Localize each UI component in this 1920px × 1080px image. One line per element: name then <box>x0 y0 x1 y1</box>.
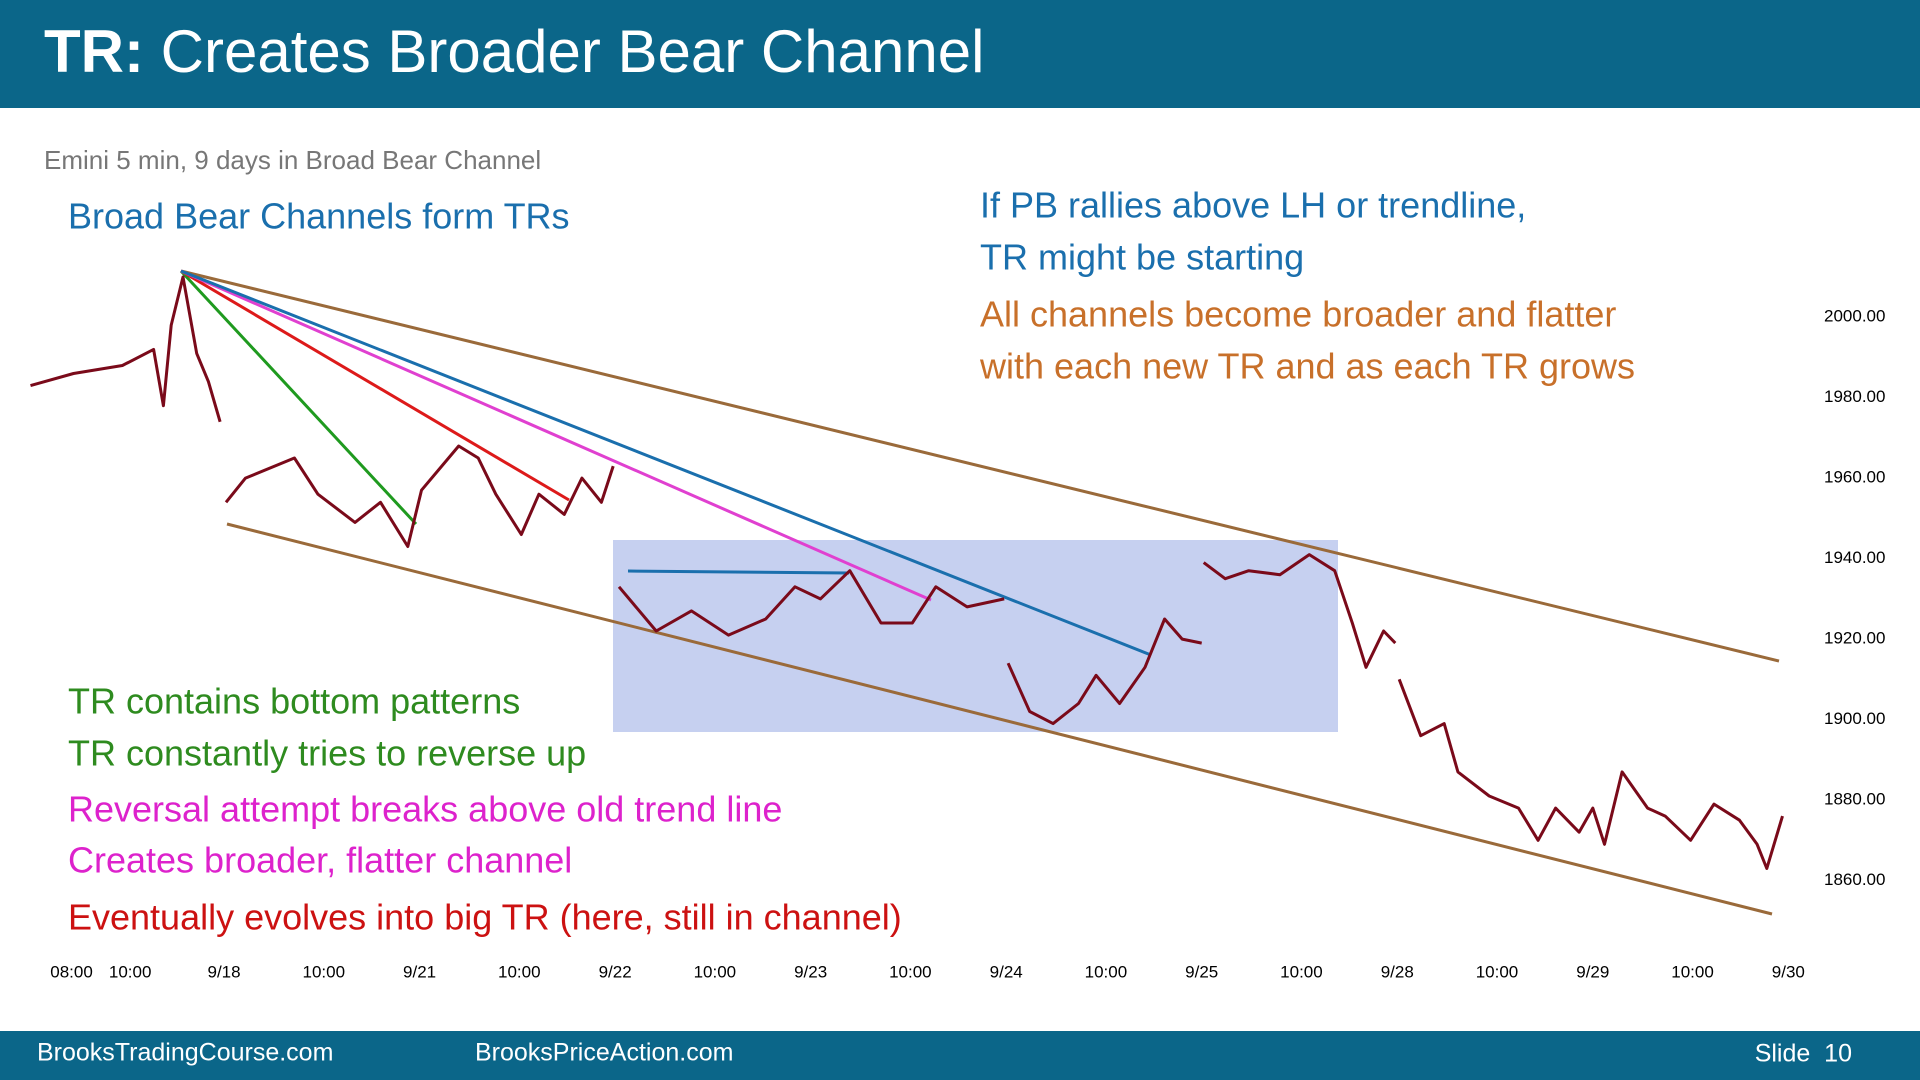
x-tick-label: 10:00 <box>889 962 932 981</box>
chart-subtitle: Emini 5 min, 9 days in Broad Bear Channe… <box>44 145 541 175</box>
x-tick-label: 10:00 <box>1476 962 1519 981</box>
x-tick-label: 10:00 <box>1671 962 1714 981</box>
trading-range-box <box>613 540 1338 732</box>
y-tick-label: 1920.00 <box>1824 629 1885 648</box>
magenta-trend-line <box>180 269 932 602</box>
y-tick-label: 2000.00 <box>1824 307 1885 326</box>
y-tick-label: 1980.00 <box>1824 387 1885 406</box>
green-trend-line <box>179 269 418 526</box>
x-tick-label: 9/29 <box>1576 962 1609 981</box>
x-tick-label: 9/22 <box>599 962 632 981</box>
x-tick-label: 10:00 <box>302 962 345 981</box>
red-trend-line <box>180 269 570 502</box>
annotation: Creates broader, flatter channel <box>68 840 572 881</box>
lower-channel-line <box>226 522 1773 916</box>
annotation: All channels become broader and flatter <box>980 294 1616 335</box>
x-tick-label: 9/24 <box>990 962 1023 981</box>
footer-bar <box>0 1031 1920 1080</box>
blue-horizontal-line <box>627 569 850 575</box>
slide-number: Slide 10 <box>1755 1040 1852 1068</box>
x-tick-label: 10:00 <box>1280 962 1323 981</box>
y-tick-label: 1940.00 <box>1824 548 1885 567</box>
title-prefix: TR: <box>44 18 144 85</box>
y-tick-label: 1960.00 <box>1824 468 1885 487</box>
x-tick-label: 08:00 <box>50 962 93 981</box>
footer-left: BrooksTradingCourse.com <box>37 1039 333 1067</box>
x-tick-label: 10:00 <box>498 962 541 981</box>
annotation: If PB rallies above LH or trendline, <box>980 185 1526 226</box>
title-text: Creates Broader Bear Channel <box>161 18 985 85</box>
slide-title: TR: Creates Broader Bear Channel <box>44 18 984 85</box>
blue-trend-line <box>180 269 1152 657</box>
annotation: Broad Bear Channels form TRs <box>68 196 570 237</box>
y-tick-label: 1900.00 <box>1824 709 1885 728</box>
x-tick-label: 10:00 <box>109 962 152 981</box>
y-tick-label: 1880.00 <box>1824 790 1885 809</box>
annotation: Eventually evolves into big TR (here, st… <box>68 897 902 938</box>
header-bar <box>0 0 1920 108</box>
annotation: TR might be starting <box>980 237 1304 278</box>
upper-channel-line <box>180 269 1780 663</box>
x-tick-label: 9/23 <box>794 962 827 981</box>
x-tick-label: 9/21 <box>403 962 436 981</box>
x-tick-label: 9/30 <box>1772 962 1805 981</box>
annotation: Reversal attempt breaks above old trend … <box>68 789 782 830</box>
footer-center: BrooksPriceAction.com <box>475 1039 733 1067</box>
annotation: with each new TR and as each TR grows <box>979 346 1635 387</box>
trend-lines <box>179 269 1780 916</box>
x-tick-label: 9/18 <box>207 962 240 981</box>
price-line <box>30 275 1784 870</box>
y-tick-label: 1860.00 <box>1824 870 1885 889</box>
x-tick-label: 9/25 <box>1185 962 1218 981</box>
annotation: TR constantly tries to reverse up <box>68 733 586 774</box>
x-tick-label: 9/28 <box>1381 962 1414 981</box>
x-tick-label: 10:00 <box>1085 962 1128 981</box>
annotation: TR contains bottom patterns <box>68 681 520 722</box>
x-tick-label: 10:00 <box>694 962 737 981</box>
